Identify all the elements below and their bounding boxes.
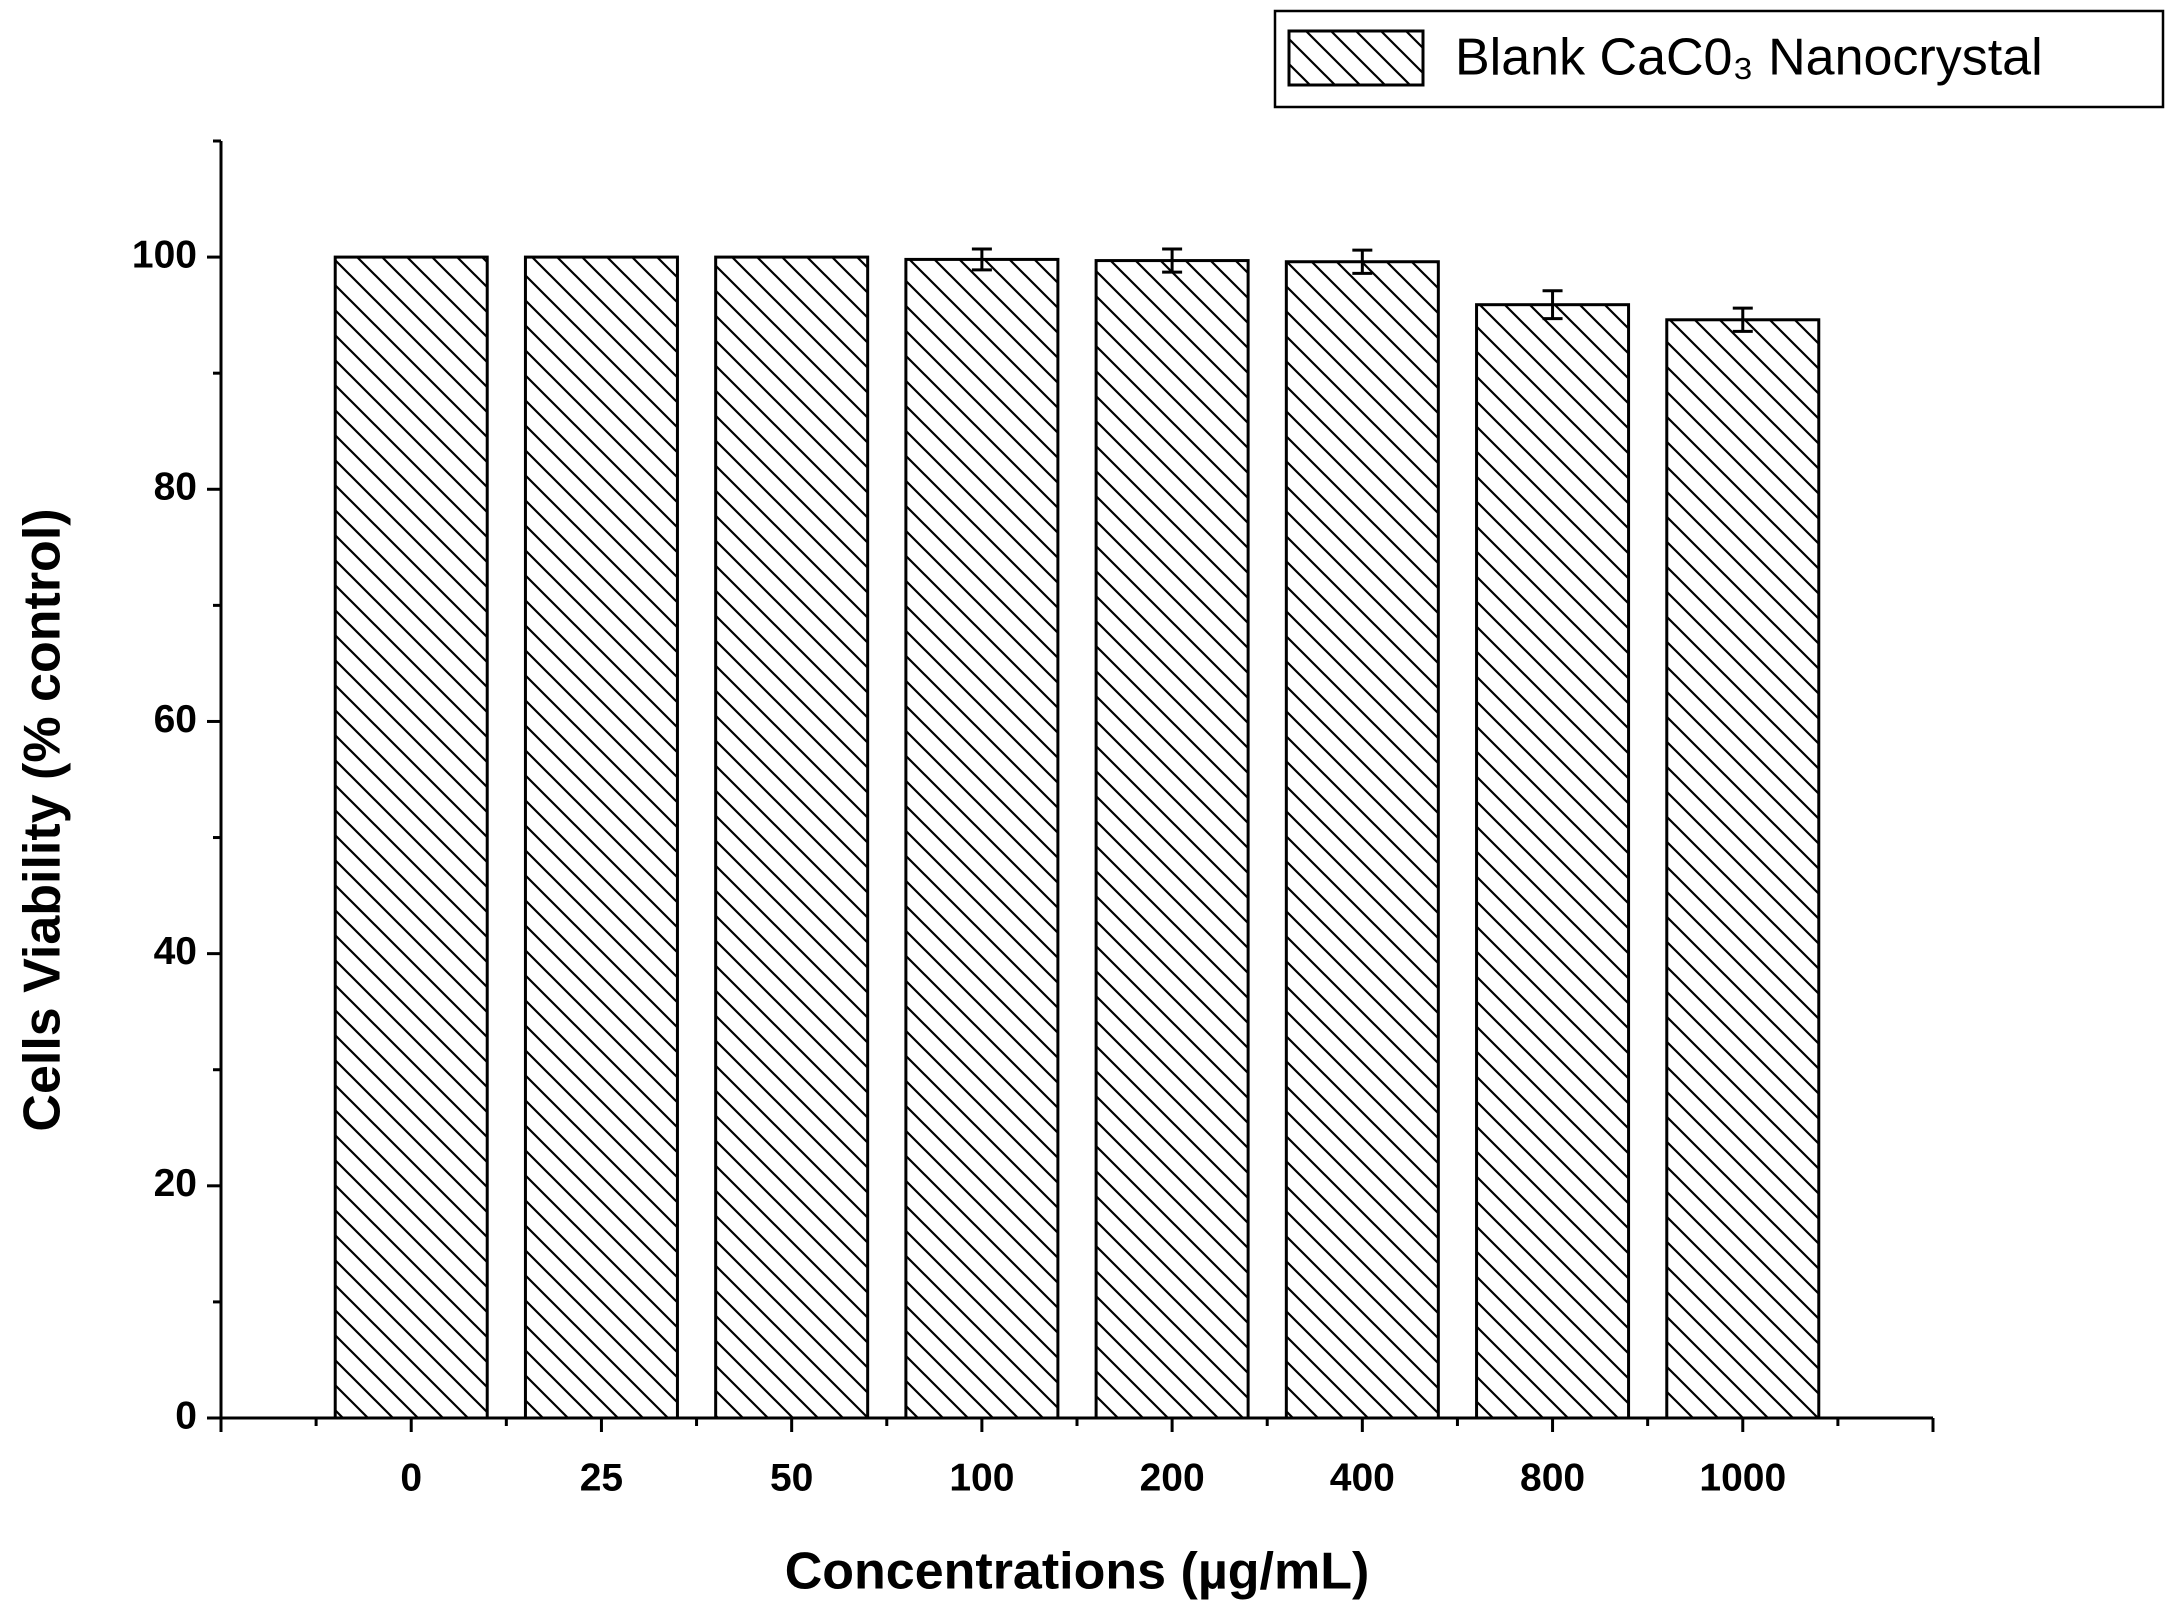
- x-tick-label: 0: [400, 1456, 422, 1499]
- bar: [1475, 303, 1631, 1420]
- bar: [904, 257, 1060, 1420]
- bar: [523, 255, 679, 1420]
- error-bar: [1162, 247, 1183, 274]
- y-tick-label: 100: [132, 233, 197, 276]
- error-bar: [1352, 248, 1373, 275]
- bar: [1665, 318, 1821, 1420]
- x-tick-label: 200: [1140, 1456, 1205, 1499]
- y-tick-label: 80: [154, 466, 197, 509]
- y-tick-label: 20: [154, 1162, 197, 1205]
- bar: [1284, 260, 1440, 1420]
- bar: [1094, 259, 1250, 1420]
- y-tick-label: 40: [154, 930, 197, 973]
- error-bar: [971, 247, 992, 272]
- bar: [333, 255, 489, 1420]
- x-tick-label: 25: [580, 1456, 623, 1499]
- y-axis-title: Cells Viability (% control): [14, 508, 72, 1131]
- bar: [714, 255, 870, 1420]
- x-tick-label: 400: [1330, 1456, 1395, 1499]
- error-bar: [1542, 289, 1563, 321]
- y-tick-label: 0: [175, 1394, 197, 1437]
- x-tick-label: 100: [949, 1456, 1014, 1499]
- y-tick-label: 60: [154, 698, 197, 741]
- x-tick-label: 800: [1520, 1456, 1585, 1499]
- x-axis-title: Concentrations (µg/mL): [785, 1543, 1370, 1601]
- error-bar: [1732, 306, 1753, 333]
- x-tick-label: 50: [770, 1456, 813, 1499]
- x-tick-label: 1000: [1699, 1456, 1786, 1499]
- legend-swatch: [1287, 29, 1425, 87]
- legend-label: Blank CaC0₃ Nanocrystal: [1455, 29, 2043, 87]
